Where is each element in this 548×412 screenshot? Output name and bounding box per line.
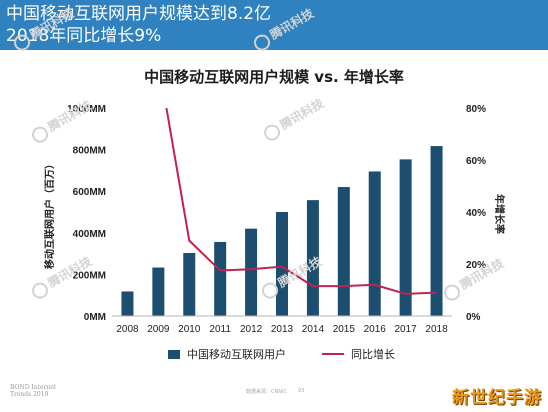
y2-tick-label: 80% — [466, 104, 486, 115]
header-headline: 中国移动互联网用户规模达到8.2亿 — [6, 4, 272, 24]
bar-users — [368, 171, 381, 316]
corner-logo: 新世纪手游 — [452, 388, 542, 408]
y-tick-label: 400MM — [73, 229, 106, 240]
x-tick-label: 2018 — [425, 324, 448, 335]
y-tick-label: 800MM — [73, 146, 106, 157]
x-tick-label: 2015 — [333, 324, 356, 335]
y2-tick-label: 0% — [466, 312, 481, 323]
y-tick-label: 200MM — [73, 270, 106, 281]
chart-title: 中国移动互联网用户规模 vs. 年增长率 — [144, 68, 404, 86]
bar-users — [276, 212, 288, 316]
bar-users — [430, 146, 443, 316]
bar-users — [183, 252, 196, 316]
legend-users-label: 中国移动互联网用户 — [187, 348, 286, 361]
y-tick-label: 0MM — [84, 312, 106, 323]
bar-users — [214, 241, 227, 316]
line-growth — [165, 108, 437, 295]
x-tick-label: 2012 — [240, 324, 263, 335]
x-tick-label: 2009 — [147, 324, 170, 335]
y2-axis-title: 年增长率 — [493, 194, 506, 234]
bar-users — [337, 187, 350, 316]
x-tick-label: 2017 — [395, 324, 418, 335]
legend-item-growth: 同比增长 — [322, 346, 395, 362]
header-subheadline: 2018年同比增长9% — [6, 26, 162, 46]
x-tick-label: 2011 — [209, 324, 231, 335]
chart-legend: 中国移动互联网用户 同比增长 — [0, 346, 548, 364]
legend-line-swatch — [322, 353, 344, 355]
legend-growth-label: 同比增长 — [351, 348, 395, 361]
legend-bar-swatch — [168, 349, 180, 359]
footer-data-source: 数据来源：CNNIC — [246, 389, 287, 395]
x-tick-label: 2016 — [364, 324, 387, 335]
footer-source-brand: BOND Internet Trends 2019 — [10, 384, 57, 398]
y-tick-label: 1000MM — [67, 104, 106, 115]
bar-users — [399, 159, 412, 316]
bar-users — [152, 267, 165, 316]
slide-header: 中国移动互联网用户规模达到8.2亿 2018年同比增长9% — [0, 0, 548, 50]
x-tick-label: 2013 — [271, 324, 294, 335]
y2-tick-label: 20% — [466, 260, 486, 271]
y-tick-label: 600MM — [73, 187, 106, 198]
y-axis-title: 移动互联网用户（百万） — [43, 159, 56, 269]
bar-users — [121, 291, 134, 316]
bar-users — [245, 228, 258, 316]
x-tick-label: 2010 — [178, 324, 201, 335]
legend-item-users: 中国移动互联网用户 — [168, 346, 286, 362]
x-tick-label: 2014 — [302, 324, 325, 335]
y2-tick-label: 40% — [466, 208, 486, 219]
footer-page-number: 93 — [298, 388, 305, 394]
x-tick-label: 2008 — [116, 324, 139, 335]
y2-tick-label: 60% — [466, 156, 486, 167]
